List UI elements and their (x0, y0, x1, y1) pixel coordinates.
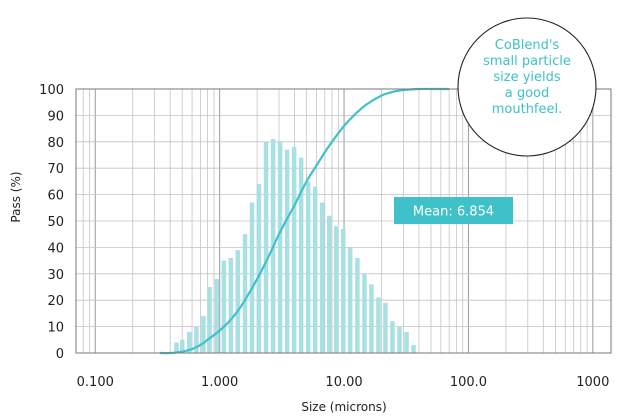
y-axis-label: Pass (%) (9, 171, 23, 222)
y-tick-label: 60 (47, 189, 64, 204)
y-tick-label: 30 (47, 268, 64, 283)
histogram-bar (291, 147, 297, 353)
histogram-bar (355, 257, 360, 353)
histogram-bar (214, 279, 220, 353)
callout-line: size yields (493, 70, 561, 85)
x-tick-labels: 0.100 1.000 10.00 100.0 1000 (77, 375, 610, 390)
callout-line: a good (505, 86, 550, 101)
histogram-bar (319, 202, 325, 353)
mean-badge-label: Mean: 6.854 (413, 205, 494, 220)
y-tick-labels: 0 10 20 30 40 50 60 70 80 90 100 (39, 83, 64, 362)
x-tick-label: 1.000 (201, 375, 238, 390)
y-tick-label: 20 (47, 294, 64, 309)
histogram-bar (249, 202, 255, 353)
histogram-bar (207, 287, 212, 353)
histogram-bar (334, 226, 339, 353)
y-tick-label: 0 (56, 347, 64, 362)
histogram-bar (179, 339, 185, 353)
histogram-bar (341, 228, 346, 353)
histogram-bar (201, 316, 206, 353)
histogram-bar (404, 331, 409, 353)
callout-circle (457, 17, 597, 157)
y-tick-label: 50 (47, 215, 64, 230)
callout-line: mouthfeel. (492, 102, 563, 117)
x-tick-label: 10.00 (325, 375, 362, 390)
histogram-bar (235, 250, 241, 353)
histogram-bar (194, 326, 199, 353)
histogram-bar (298, 157, 304, 353)
histogram-bar (305, 181, 311, 353)
cumulative-curve (159, 87, 450, 355)
histogram-bar (362, 273, 367, 353)
histogram-bar (242, 234, 248, 353)
histogram-bar (411, 345, 416, 353)
histogram-bar (221, 260, 227, 353)
histogram-bar (347, 247, 353, 353)
histogram-bar (174, 342, 179, 353)
histogram-bars (174, 139, 416, 353)
histogram-bar (397, 326, 402, 353)
callout-line: CoBlend's (495, 38, 560, 53)
y-tick-label: 10 (47, 321, 64, 336)
histogram-bar (369, 284, 374, 353)
cumulative-curve-layer (159, 87, 450, 355)
histogram-bar (263, 141, 269, 353)
histogram-bar (277, 141, 283, 353)
y-tick-label: 90 (47, 109, 64, 124)
y-tick-label: 100 (39, 83, 64, 98)
histogram-bar (256, 184, 262, 353)
y-tick-label: 70 (47, 162, 64, 177)
x-axis-label: Size (microns) (301, 400, 386, 414)
x-tick-label: 100.0 (450, 375, 487, 390)
histogram-bar (376, 297, 381, 353)
plot-frame (75, 88, 612, 354)
mean-badge: Mean: 6.854 (394, 197, 513, 224)
plot-border (75, 88, 612, 354)
histogram-bar (228, 257, 234, 353)
y-tick-label: 40 (47, 241, 64, 256)
y-tick-label: 80 (47, 136, 64, 151)
histogram-bar (383, 302, 388, 353)
x-tick-label: 0.100 (77, 375, 114, 390)
histogram-bar (390, 321, 395, 353)
mean-badge-box (394, 197, 513, 224)
histogram-bar (326, 215, 332, 353)
histogram-bar (187, 331, 192, 353)
callout-line: small particle (483, 54, 571, 69)
histogram-bar (284, 149, 290, 353)
x-tick-label: 1000 (576, 375, 609, 390)
histogram-bar (312, 186, 318, 353)
